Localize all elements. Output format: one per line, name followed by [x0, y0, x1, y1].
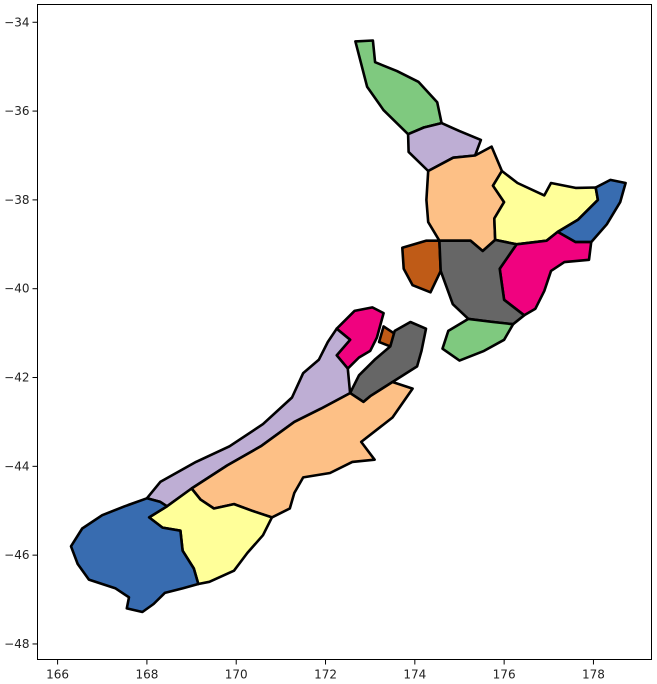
y-tick-label: −34	[4, 15, 29, 29]
region-2	[406, 121, 483, 173]
y-tick-label: −42	[4, 371, 29, 385]
x-tick-label: 166	[46, 668, 69, 682]
y-axis: −34 −36 −38 −40 −42 −44 −46 −48	[4, 15, 38, 651]
x-tick-label: 170	[225, 668, 248, 682]
x-axis: 166 168 170 172 174 176 178	[46, 659, 605, 682]
axes-frame	[37, 4, 652, 660]
x-tick-label: 174	[403, 668, 426, 682]
y-tick-label: −48	[4, 637, 29, 651]
region-7	[401, 239, 442, 294]
x-tick-label: 178	[582, 668, 605, 682]
region-16	[69, 497, 200, 614]
region-14	[190, 380, 414, 519]
y-tick-label: −38	[4, 193, 29, 207]
region-8	[438, 238, 526, 326]
region-1	[354, 39, 443, 136]
y-tick-label: −44	[4, 459, 29, 473]
y-tick-label: −36	[4, 104, 29, 118]
x-tick-label: 176	[493, 668, 516, 682]
x-tick-label: 172	[314, 668, 337, 682]
y-tick-label: −40	[4, 282, 29, 296]
y-tick-label: −46	[4, 548, 29, 562]
x-tick-label: 168	[135, 668, 158, 682]
region-9	[441, 317, 515, 362]
regions-layer	[69, 39, 627, 614]
